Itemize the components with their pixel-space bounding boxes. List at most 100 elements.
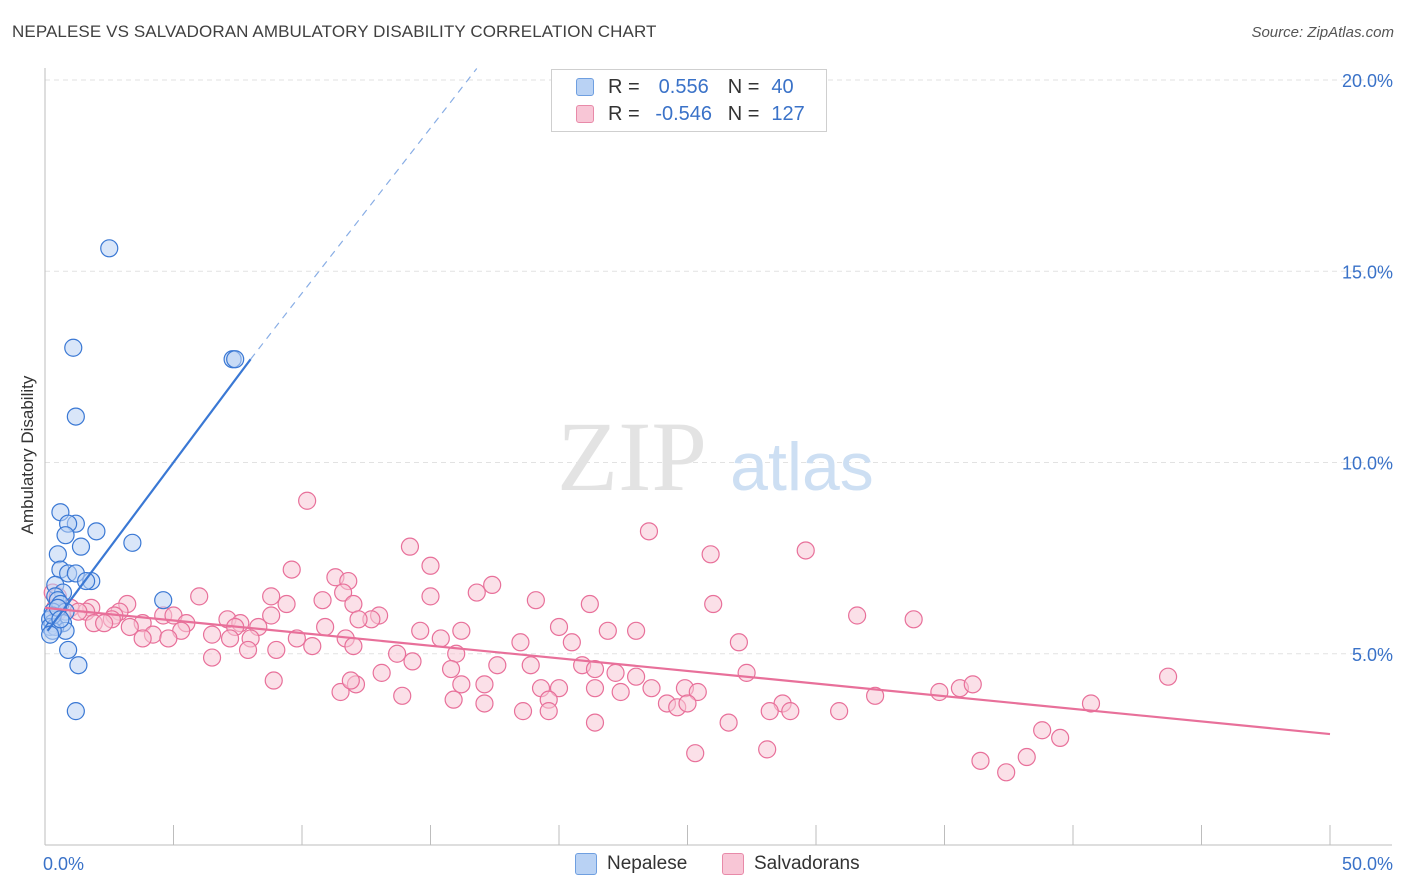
salvadoran-point (1158, 667, 1178, 686)
salvadoran-point (159, 629, 178, 648)
nepalese-point (56, 526, 75, 545)
salvadoran-point (238, 640, 258, 660)
salvadoran-point (393, 686, 412, 705)
nepalese-point (226, 350, 245, 369)
salvadoran-point (904, 610, 923, 629)
salvadoran-point (267, 640, 286, 660)
salvadoran-point (344, 594, 363, 614)
salvadoran-point (475, 675, 494, 694)
salvadoran-point (349, 610, 368, 629)
nepalese-point (100, 239, 119, 258)
salvadoran-point (971, 751, 990, 770)
salvadoran-point (202, 625, 222, 644)
salvadoran-point (387, 644, 407, 663)
nepalese-point (59, 640, 78, 660)
salvadoran-point (262, 587, 281, 606)
salvadoran-point (344, 636, 363, 656)
salvadoran-point (475, 694, 494, 713)
y-tick-label: 20.0% (1342, 71, 1393, 91)
nepalese-point (66, 407, 85, 426)
salvadoran-legend-label: Salvadorans (754, 853, 860, 874)
n-label: N = (727, 102, 760, 125)
salvadoran-point (1033, 721, 1052, 740)
salvadoran-point (513, 702, 533, 721)
salvadoran-point (704, 594, 723, 614)
salvadoran-point (287, 629, 306, 648)
salvadoran-point (421, 587, 440, 606)
watermark-atlas: atlas (730, 429, 874, 505)
y-tick-label: 15.0% (1342, 262, 1393, 282)
salvadoran-point (626, 667, 646, 686)
salvadoran-point (341, 671, 360, 690)
nepalese-point (66, 702, 85, 721)
salvadoran-point (719, 713, 738, 732)
bottom-legend-nepalese: Nepalese (575, 851, 687, 877)
salvadoran-point (760, 702, 779, 721)
nepalese-legend-swatch-icon (575, 853, 597, 875)
bottom-legend-salvadoran: Salvadorans (722, 851, 860, 877)
salvadoran-point (830, 702, 849, 721)
legend: R = 0.556 N = 40 R = -0.546 N = 127 (551, 69, 827, 132)
nepalese-point (87, 522, 106, 541)
salvadoran-point (334, 583, 353, 602)
salvadoran-point (444, 690, 463, 709)
salvadoran-point (411, 621, 430, 640)
salvadoran-points (43, 491, 1178, 782)
watermark: ZIP atlas (557, 401, 874, 512)
salvadoran-point (606, 663, 625, 682)
salvadoran-point (262, 606, 281, 625)
nepalese-n-value: 40 (771, 75, 794, 98)
nepalese-points (41, 239, 245, 721)
salvadoran-point (930, 682, 949, 702)
salvadoran-legend-swatch-icon (722, 853, 744, 875)
nepalese-point (154, 591, 173, 610)
trend-lines (44, 68, 1331, 736)
salvadoran-point (331, 682, 350, 702)
salvadoran-trend-line (44, 606, 1331, 736)
nepalese-point (64, 338, 83, 357)
nepalese-r-value: 0.556 (658, 75, 709, 98)
axes (44, 68, 1392, 846)
r-label: R = (608, 75, 640, 98)
salvadoran-point (701, 545, 720, 564)
salvadoran-point (133, 629, 152, 648)
salvadoran-point (580, 594, 599, 614)
salvadoran-point (598, 621, 617, 640)
salvadoran-point (277, 594, 296, 614)
salvadoran-point (120, 617, 139, 637)
salvadoran-n-value: 127 (771, 102, 805, 125)
salvadoran-point (611, 682, 630, 702)
salvadoran-point (220, 629, 240, 648)
salvadoran-point (452, 675, 471, 694)
salvadoran-point (997, 763, 1016, 782)
y-axis-label: Ambulatory Disability (18, 375, 37, 535)
salvadoran-point (452, 621, 471, 640)
legend-row-salvadoran: R = -0.546 N = 127 (576, 102, 805, 126)
salvadoran-point (686, 744, 705, 763)
salvadoran-point (372, 663, 391, 682)
salvadoran-r-value: -0.546 (655, 102, 713, 125)
salvadoran-point (549, 679, 569, 698)
r-label: R = (608, 102, 640, 125)
salvadoran-point (202, 648, 222, 667)
source-label: Source: ZipAtlas.com (1251, 24, 1394, 41)
salvadoran-point (678, 694, 697, 713)
salvadoran-point (642, 679, 661, 698)
nepalese-legend-label: Nepalese (607, 853, 688, 874)
salvadoran-point (626, 621, 646, 640)
salvadoran-point (781, 702, 800, 721)
y-tick-label: 5.0% (1352, 645, 1393, 665)
salvadoran-point (562, 633, 581, 652)
nepalese-point (69, 656, 88, 675)
salvadoran-point (441, 659, 461, 679)
salvadoran-point (737, 663, 756, 682)
salvadoran-point (511, 633, 530, 652)
nepalese-point (51, 610, 70, 629)
salvadoran-point (526, 591, 545, 610)
salvadoran-point (866, 686, 885, 705)
legend-row-nepalese: R = 0.556 N = 40 (576, 75, 794, 99)
grid-lines (45, 79, 1392, 655)
nepalese-trend-line (46, 358, 252, 632)
salvadoran-point (95, 614, 114, 633)
